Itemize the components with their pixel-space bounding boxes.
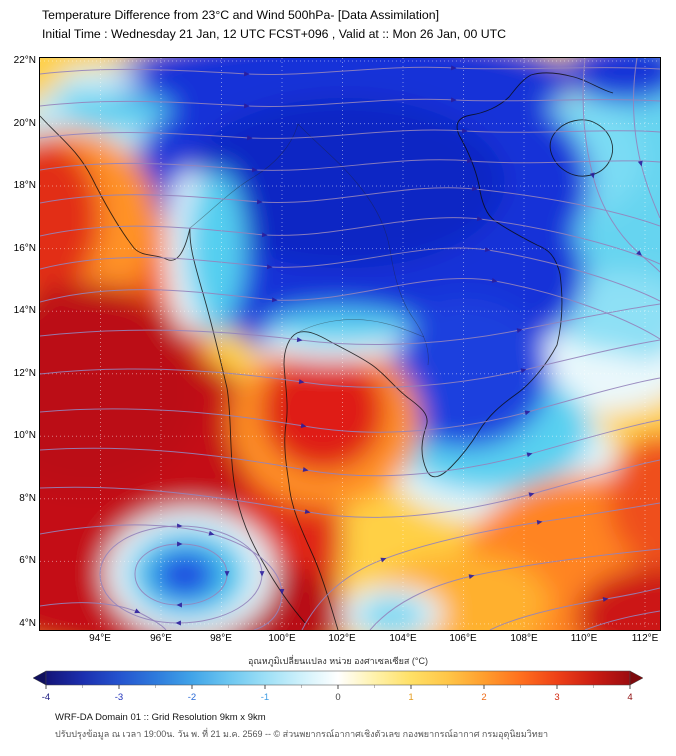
colorbar-tick-label: 0 (335, 692, 340, 703)
lon-label: 100°E (268, 633, 296, 644)
lon-label: 106°E (449, 633, 477, 644)
lon-label: 94°E (89, 633, 111, 644)
lat-label: 10°N (13, 430, 36, 441)
colorbar-tick-label: 2 (481, 692, 486, 703)
colorbar-tick-label: -1 (261, 692, 269, 703)
lat-label: 20°N (13, 118, 36, 129)
colorbar: -4 -3 -2 -1 0 1 2 3 4 (32, 670, 644, 703)
wind-streamlines-layer (39, 57, 661, 631)
lon-label: 110°E (570, 633, 598, 644)
colorbar-left-arrow (32, 670, 47, 686)
colorbar-tick-label: 1 (408, 692, 413, 703)
temperature-wind-map (0, 28, 676, 670)
colorbar-tick-label: 4 (627, 692, 632, 703)
lat-label: 4°N (19, 618, 36, 629)
lat-label: 12°N (13, 368, 36, 379)
lon-label: 98°E (210, 633, 232, 644)
lat-label: 22°N (13, 55, 36, 66)
lon-label: 104°E (389, 633, 417, 644)
lat-label: 16°N (13, 243, 36, 254)
colorbar-title: อุณหภูมิเปลี่ยนแปลง หน่วย องศาเซลเซียส (… (248, 656, 428, 666)
temperature-field (0, 28, 676, 670)
lat-label: 18°N (13, 180, 36, 191)
domain-info: WRF-DA Domain 01 :: Grid Resolution 9km … (55, 712, 266, 723)
colorbar-right-arrow (629, 670, 644, 686)
lon-label: 108°E (510, 633, 538, 644)
colorbar-tick-label: -4 (42, 692, 50, 703)
page-subtitle: Initial Time : Wednesday 21 Jan, 12 UTC … (42, 27, 506, 41)
colorbar-tick-label: -2 (188, 692, 196, 703)
map-frame (0, 28, 676, 670)
lat-label: 6°N (19, 555, 36, 566)
update-credit-info: ปรับปรุงข้อมูล ณ เวลา 19:00น. วัน พ. ที่… (55, 729, 549, 739)
colorbar-tick-label: -3 (115, 692, 123, 703)
lon-label: 102°E (328, 633, 356, 644)
lon-label: 96°E (150, 633, 172, 644)
colorbar-ticks (45, 685, 631, 689)
lat-label: 8°N (19, 493, 36, 504)
colorbar-tick-label: 3 (554, 692, 559, 703)
page-title: Temperature Difference from 23°C and Win… (42, 8, 440, 22)
lat-label: 14°N (13, 305, 36, 316)
colorbar-gradient (45, 670, 631, 686)
lon-label: 112°E (631, 633, 659, 644)
